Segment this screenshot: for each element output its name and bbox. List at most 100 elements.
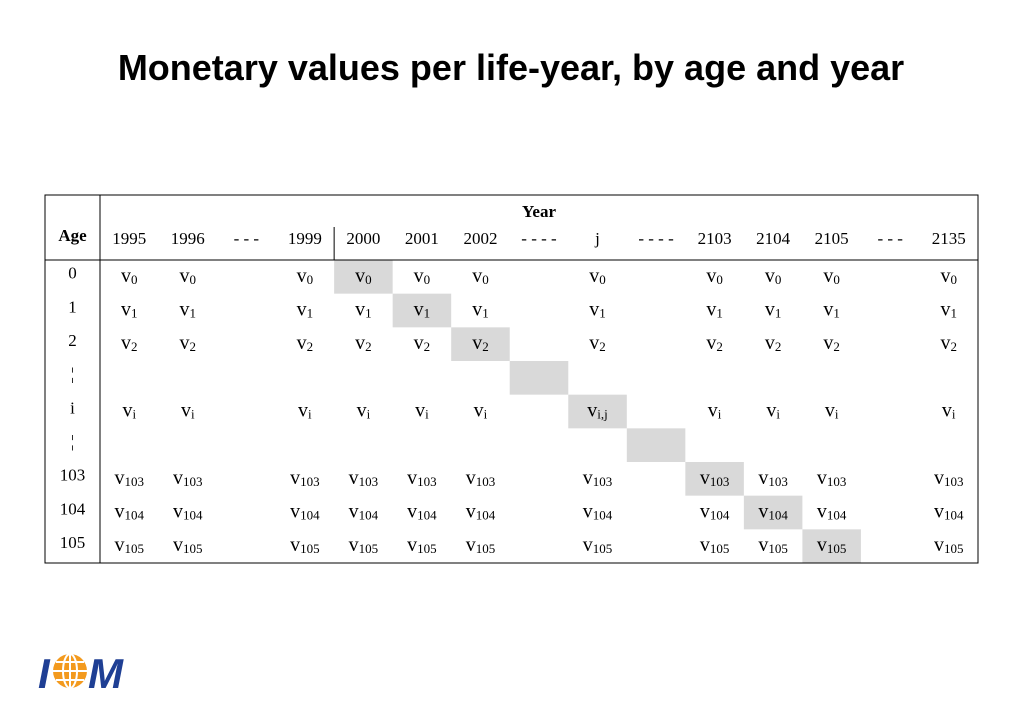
cell-subscript: 0 [131, 272, 138, 287]
cell-subscript: 0 [716, 272, 723, 287]
cell-subscript: 103 [359, 474, 379, 489]
cell-subscript: 103 [417, 474, 437, 489]
cell-subscript: 0 [599, 272, 606, 287]
cell-subscript: 1 [716, 305, 723, 320]
cell-symbol: v [817, 500, 827, 522]
column-header: - - - - [521, 229, 557, 248]
age-label: 103 [60, 466, 86, 485]
cell-symbol: v [706, 332, 716, 354]
cell-symbol: v [765, 298, 775, 320]
cell: vi [298, 399, 312, 421]
cell: v1 [355, 298, 372, 320]
cell: v2 [940, 332, 957, 354]
cell-symbol: v [290, 500, 300, 522]
cell-symbol: v [817, 534, 827, 556]
corner-header: Age [58, 226, 87, 245]
cell-symbol: v [121, 264, 131, 286]
cell-symbol: v [934, 534, 944, 556]
cell: v103 [115, 466, 145, 488]
cell: v2 [765, 332, 782, 354]
cell-symbol: v [290, 466, 300, 488]
cell: v2 [589, 332, 606, 354]
cell-symbol: v [181, 399, 191, 421]
cell-subscript: 104 [300, 507, 320, 522]
cell-subscript: 104 [768, 507, 788, 522]
cell: v0 [297, 264, 314, 286]
cell: v103 [758, 466, 788, 488]
cell-subscript: i [952, 406, 956, 421]
cell: v2 [823, 332, 840, 354]
logo-letter: I [38, 650, 51, 697]
column-header: - - - [234, 229, 260, 248]
column-header: 2103 [698, 229, 732, 248]
age-label: 104 [60, 499, 86, 518]
cell-subscript: 1 [365, 305, 372, 320]
cell-subscript: 104 [593, 507, 613, 522]
cell: v2 [706, 332, 723, 354]
cell: v104 [466, 500, 496, 522]
cell-subscript: 105 [710, 541, 730, 556]
cell-subscript: 104 [359, 507, 379, 522]
age-label: ¦ [71, 432, 74, 451]
cell-symbol: v [466, 534, 476, 556]
cell: v104 [700, 500, 730, 522]
cell-subscript: 2 [307, 339, 314, 354]
cell: v105 [466, 534, 496, 556]
column-header: 2135 [932, 229, 966, 248]
cell: v105 [934, 534, 964, 556]
cell: vi [181, 399, 195, 421]
cell-subscript: 103 [827, 474, 847, 489]
cell: v1 [589, 298, 606, 320]
cell-symbol: v [115, 534, 125, 556]
column-header: 2000 [346, 229, 380, 248]
cell: v0 [180, 264, 197, 286]
cell: v2 [121, 332, 138, 354]
cell: v104 [173, 500, 203, 522]
cell-symbol: v [297, 264, 307, 286]
logo-letter: M [88, 650, 124, 697]
cell: vi [766, 399, 780, 421]
cell-subscript: 103 [300, 474, 320, 489]
cell: v105 [758, 534, 788, 556]
cell: v105 [407, 534, 437, 556]
age-label: 1 [68, 297, 77, 316]
cell-symbol: v [173, 500, 183, 522]
cell-symbol: v [355, 298, 365, 320]
cell-symbol: v [180, 298, 190, 320]
cell-symbol: v [765, 264, 775, 286]
cell: v103 [583, 466, 613, 488]
cell-subscript: 0 [950, 272, 957, 287]
cell-symbol: v [940, 264, 950, 286]
cell-symbol: v [357, 399, 367, 421]
cell-symbol: v [472, 264, 482, 286]
cell: v104 [817, 500, 847, 522]
cell-subscript: 1 [307, 305, 314, 320]
cell-subscript: 2 [190, 339, 197, 354]
cell: v0 [823, 264, 840, 286]
cell: v103 [700, 466, 730, 488]
cell-subscript: 103 [768, 474, 788, 489]
cell: v1 [472, 298, 489, 320]
cell: vi,j [587, 399, 607, 421]
cell-symbol: v [758, 466, 768, 488]
cell: v0 [121, 264, 138, 286]
diagonal-shade [743, 495, 803, 530]
cell: v103 [934, 466, 964, 488]
cell-subscript: 105 [827, 541, 847, 556]
column-header: 2105 [815, 229, 849, 248]
cell-symbol: v [700, 466, 710, 488]
cell-subscript: i [484, 406, 488, 421]
cell: vi [825, 399, 839, 421]
cell: v105 [173, 534, 203, 556]
age-label: 105 [60, 533, 86, 552]
age-label: ¦ [71, 365, 74, 384]
cell-subscript: i [425, 406, 429, 421]
cell-symbol: v [589, 264, 599, 286]
cell: v1 [180, 298, 197, 320]
cell-symbol: v [173, 466, 183, 488]
cell: vi [942, 399, 956, 421]
cell-subscript: 105 [183, 541, 203, 556]
diagonal-shade [451, 327, 510, 361]
cell: v104 [115, 500, 145, 522]
cell: v0 [414, 264, 431, 286]
